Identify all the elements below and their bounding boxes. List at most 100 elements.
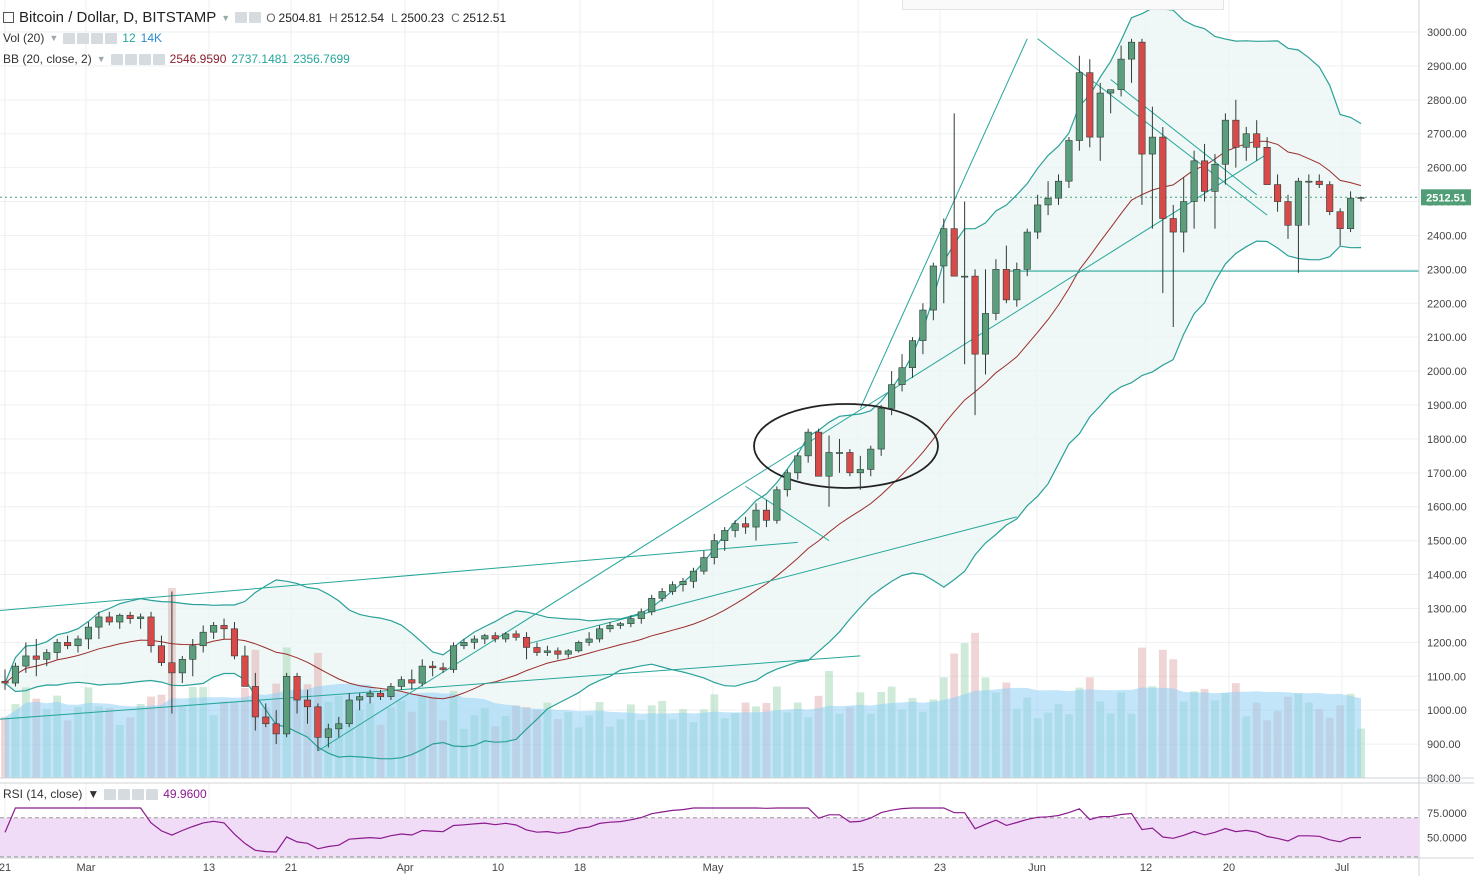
candle-body: [1284, 201, 1292, 226]
candle-body: [616, 623, 624, 626]
candle: [408, 669, 416, 690]
candle: [324, 723, 332, 748]
bollinger-legend: BB (20, close, 2) ▼ 2546.9590 2737.1481 …: [3, 52, 350, 66]
candle: [22, 642, 30, 673]
x-tick-label: Jun: [1028, 862, 1046, 874]
candle: [564, 649, 572, 658]
candle-body: [992, 269, 1000, 314]
trendline: [317, 153, 1268, 752]
candle: [596, 625, 604, 643]
bollinger-upper-value: 2737.1481: [231, 52, 289, 66]
candle-body: [210, 625, 218, 633]
candle: [449, 642, 458, 673]
candle-body: [961, 275, 969, 278]
candle-body: [324, 728, 332, 738]
candle: [1127, 38, 1136, 83]
volume-buttons[interactable]: [63, 32, 118, 44]
x-tick-label: Apr: [396, 862, 413, 874]
y-tick-label: 2100.00: [1427, 332, 1467, 344]
candle-body: [721, 530, 729, 541]
x-tick-label: 13: [203, 862, 215, 874]
x-tick-label: 20: [1223, 862, 1235, 874]
candle: [345, 693, 353, 728]
candle-body: [168, 662, 176, 674]
candle: [157, 635, 165, 667]
trendline: [0, 655, 861, 720]
candle: [981, 269, 990, 375]
candle-body: [815, 431, 823, 477]
candle-body: [543, 650, 551, 653]
collapse-icon[interactable]: [3, 12, 14, 23]
candle: [439, 662, 447, 673]
rsi-tick-label: 75.0000: [1427, 808, 1467, 820]
legend-buttons[interactable]: [235, 12, 262, 23]
trendline: [526, 516, 1017, 645]
chevron-down-icon[interactable]: ▼: [87, 787, 100, 801]
chevron-down-icon[interactable]: ▼: [221, 12, 231, 23]
candle: [43, 649, 51, 667]
candle: [387, 683, 395, 701]
candle-body: [293, 675, 301, 701]
candle: [637, 608, 645, 624]
candle: [950, 113, 958, 277]
candle-body: [669, 584, 677, 592]
candle-body: [710, 540, 718, 558]
chevron-down-icon[interactable]: ▼: [49, 33, 59, 43]
candle: [940, 218, 948, 304]
candle-body: [1107, 89, 1115, 94]
candle: [929, 262, 937, 321]
x-tick-label: 12: [1140, 862, 1152, 874]
candle-body: [731, 523, 739, 531]
y-tick-label: 1600.00: [1427, 502, 1467, 514]
candle-body: [1180, 201, 1188, 233]
candle: [1034, 194, 1042, 239]
ohlc-values: O 2504.81 H 2512.54 L 2500.23 C 2512.51: [266, 11, 513, 25]
candle: [856, 455, 864, 490]
candle: [679, 577, 687, 592]
candle-body: [178, 659, 186, 674]
candle-body: [262, 716, 270, 725]
candle-body: [1127, 41, 1136, 60]
candle-body: [1117, 58, 1125, 90]
candle: [1190, 150, 1198, 229]
candle: [1232, 99, 1240, 168]
candle-body: [199, 631, 207, 647]
candle-body: [627, 618, 635, 625]
bollinger-buttons[interactable]: [110, 53, 165, 65]
candle-body: [126, 614, 134, 619]
bollinger-label: BB (20, close, 2): [3, 52, 92, 66]
candle: [1002, 245, 1010, 304]
candle: [523, 632, 531, 660]
candle-body: [1075, 72, 1083, 141]
candle-body: [794, 455, 802, 474]
volume-value-1: 12: [122, 31, 136, 45]
candle: [53, 638, 61, 660]
symbol-legend: Bitcoin / Dollar, D, BITSTAMP ▼ O 2504.81…: [3, 9, 513, 26]
y-tick-label: 2300.00: [1427, 264, 1467, 276]
candle-body: [762, 509, 770, 521]
x-tick-label: 21: [0, 862, 11, 874]
candle: [575, 640, 583, 653]
candle: [1294, 177, 1302, 273]
candle-body: [408, 679, 416, 684]
candle-body: [1096, 92, 1104, 138]
highlight-ellipse: [753, 403, 939, 489]
candle: [147, 611, 155, 653]
rsi-buttons[interactable]: [104, 788, 159, 800]
ohlc-key: C: [451, 10, 460, 25]
candle-body: [53, 642, 61, 653]
y-tick-label: 3000.00: [1427, 27, 1467, 39]
candle-body: [575, 642, 583, 652]
candle: [126, 611, 134, 624]
ohlc-key: O: [266, 10, 276, 25]
candle: [700, 550, 708, 575]
candle-body: [554, 650, 562, 655]
candle-body: [283, 675, 291, 735]
candle-body: [429, 665, 437, 669]
candle-body: [95, 616, 103, 628]
candle-body: [700, 557, 708, 572]
candle-body: [919, 309, 927, 341]
chevron-down-icon[interactable]: ▼: [96, 54, 106, 64]
x-tick-label: May: [703, 862, 724, 874]
